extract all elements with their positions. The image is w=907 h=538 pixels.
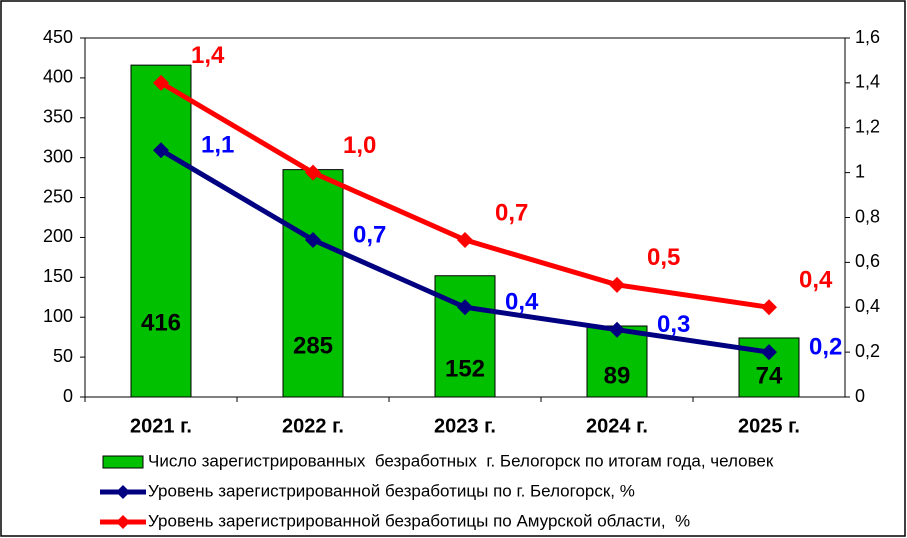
y2-tick-label: 0,8 [855,206,880,226]
x-tick-label: 2024 г. [586,415,648,437]
y2-tick-label: 1,6 [855,27,880,47]
y2-tick-label: 0,6 [855,251,880,271]
y2-tick-label: 1 [855,161,865,181]
bar-value-label: 152 [445,356,485,383]
marker [153,142,169,159]
y-tick-label: 300 [43,146,73,166]
y2-tick-label: 1,4 [855,72,880,92]
data-label: 1,1 [201,132,234,159]
y-tick-label: 100 [43,306,73,326]
bar-value-label: 89 [604,362,631,389]
data-label: 0,5 [647,244,680,271]
legend-label: Число зарегистрированных безработных г. … [148,451,774,470]
legend-label: Уровень зарегистрированной безработицы п… [148,481,635,500]
marker [609,321,625,338]
marker [153,74,169,91]
legend-label: Уровень зарегистрированной безработицы п… [148,511,690,530]
data-label: 1,0 [343,132,376,159]
bar-value-label: 74 [756,362,783,389]
marker [457,231,473,248]
y2-tick-label: 0 [855,386,865,406]
data-label: 0,3 [657,311,690,338]
y-tick-label: 400 [43,67,73,87]
y-tick-label: 350 [43,107,73,127]
marker [457,299,473,316]
y-tick-label: 150 [43,266,73,286]
y2-tick-label: 0,4 [855,296,880,316]
data-label: 0,7 [495,199,528,226]
x-tick-label: 2025 г. [738,415,800,437]
data-label: 0,4 [799,267,833,294]
y-tick-label: 50 [53,346,73,366]
y-tick-label: 250 [43,186,73,206]
y2-tick-label: 1,2 [855,117,880,137]
data-label: 0,7 [353,221,386,248]
legend-marker [116,515,130,529]
marker [761,299,777,316]
marker [305,231,321,248]
marker [305,164,321,181]
y2-tick-label: 0,2 [855,341,880,361]
data-label: 0,2 [809,333,842,360]
y-tick-label: 200 [43,226,73,246]
bar [282,169,344,398]
data-label: 0,4 [505,289,539,316]
legend-swatch [102,455,144,469]
x-tick-label: 2021 г. [130,415,192,437]
x-tick-label: 2023 г. [434,415,496,437]
data-label: 1,4 [191,42,225,69]
marker [761,344,777,361]
y-tick-label: 450 [43,27,73,47]
bar [130,64,192,398]
bar [738,337,800,398]
y-tick-label: 0 [63,386,73,406]
legend-marker [116,485,130,499]
bar-value-label: 285 [293,332,333,359]
x-tick-label: 2022 г. [282,415,344,437]
bar-value-label: 416 [141,309,181,336]
marker [609,276,625,293]
